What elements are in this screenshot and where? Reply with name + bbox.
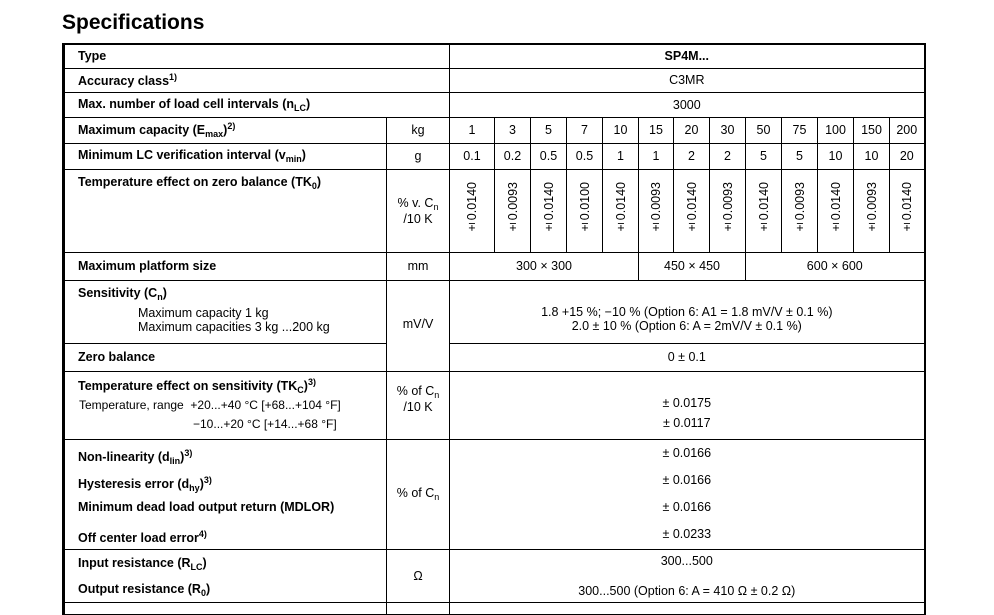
capacity-value: 1	[449, 116, 495, 144]
capacity-value: 15	[638, 116, 674, 144]
tk0-value: ±0.0140	[888, 168, 926, 253]
row-tk0: Temperature effect on zero balance (TK0)…	[63, 168, 926, 253]
capacity-label: Maximum capacity (Emax)2)	[63, 116, 387, 144]
vmin-unit: g	[386, 142, 450, 170]
intervals-label: Max. number of load cell intervals (nLC)	[63, 91, 450, 118]
error-group-values: ± 0.0166 ± 0.0166 ± 0.0166 ± 0.0233	[448, 438, 926, 550]
resistance-values: 300...500 300...500 (Option 6: A = 410 Ω…	[448, 548, 926, 603]
row-vmin: Minimum LC verification interval (vmin) …	[63, 142, 926, 170]
row-accuracy: Accuracy class1) C3MR	[63, 67, 926, 93]
vmin-value: 10	[817, 142, 854, 170]
platform-value: 450 × 450	[638, 251, 746, 281]
sensitivity-value: 1.8 +15 %; −10 % (Option 6: A1 = 1.8 mV/…	[448, 279, 926, 344]
tk0-value: ±0.0100	[566, 168, 603, 253]
capacity-value: 3	[494, 116, 531, 144]
row-resistance: Input resistance (RLC) Output resistance…	[63, 548, 926, 603]
type-value: SP4M...	[448, 43, 926, 69]
sensitivity-unit: mV/V	[386, 279, 450, 372]
page-title: Specifications	[62, 11, 205, 34]
capacity-value: 150	[853, 116, 890, 144]
error-group-unit: % of Cn	[386, 438, 450, 550]
capacity-value: 10	[602, 116, 639, 144]
tk0-value: ±0.0140	[673, 168, 710, 253]
vmin-value: 1	[638, 142, 674, 170]
capacity-value: 7	[566, 116, 603, 144]
vmin-value: 1	[602, 142, 639, 170]
vmin-label: Minimum LC verification interval (vmin)	[63, 142, 387, 170]
accuracy-label: Accuracy class1)	[63, 67, 450, 93]
capacity-value: 5	[530, 116, 567, 144]
platform-label: Maximum platform size	[63, 251, 387, 281]
tk0-label: Temperature effect on zero balance (TK0)	[63, 168, 387, 253]
intervals-value: 3000	[448, 91, 926, 118]
vmin-value: 2	[709, 142, 746, 170]
tk0-value: ±0.0093	[494, 168, 531, 253]
platform-value: 600 × 600	[744, 251, 926, 281]
tkc-unit: % of Cn/10 K	[386, 370, 450, 440]
error-group-labels: Non-linearity (dlin)3) Hysteresis error …	[63, 438, 387, 550]
tk0-unit: % v. Cn/10 K	[386, 168, 450, 253]
platform-unit: mm	[386, 251, 450, 281]
zero-label: Zero balance	[63, 342, 387, 372]
capacity-value: 100	[817, 116, 854, 144]
tk0-value: ±0.0140	[602, 168, 639, 253]
tk0-value: ±0.0140	[449, 168, 495, 253]
vmin-value: 2	[673, 142, 710, 170]
capacity-unit: kg	[386, 116, 450, 144]
row-error-group: Non-linearity (dlin)3) Hysteresis error …	[63, 438, 926, 550]
tk0-value: ±0.0093	[709, 168, 746, 253]
capacity-value: 30	[709, 116, 746, 144]
capacity-value: 200	[888, 116, 926, 144]
tk0-value: ±0.0140	[745, 168, 782, 253]
tk0-value: ±0.0093	[638, 168, 674, 253]
row-type: Type SP4M...	[63, 43, 926, 69]
sensitivity-label: Sensitivity (Cn) Maximum capacity 1 kg M…	[63, 279, 387, 344]
sensitivity-line-2: Maximum capacities 3 kg ...200 kg	[138, 319, 330, 334]
accuracy-value: C3MR	[448, 67, 926, 93]
capacity-value: 75	[781, 116, 818, 144]
row-capacity: Maximum capacity (Emax)2) kg 1 3 5 7 10 15 20 3…	[63, 116, 926, 144]
vmin-value: 0.2	[494, 142, 531, 170]
capacity-value: 50	[745, 116, 782, 144]
zero-value: 0 ± 0.1	[448, 342, 926, 372]
tk0-value: ±0.0140	[530, 168, 567, 253]
vmin-value: 5	[745, 142, 782, 170]
resistance-labels: Input resistance (RLC) Output resistance…	[63, 548, 387, 603]
row-tkc: Temperature effect on sensitivity (TKC)3…	[63, 370, 926, 440]
sensitivity-line-1: Maximum capacity 1 kg	[138, 305, 269, 320]
platform-value: 300 × 300	[449, 251, 639, 281]
row-intervals: Max. number of load cell intervals (nLC)…	[63, 91, 926, 118]
row-next	[63, 601, 926, 615]
vmin-value: 5	[781, 142, 818, 170]
tk0-value: ±0.0093	[781, 168, 818, 253]
capacity-value: 20	[673, 116, 710, 144]
vmin-value: 10	[853, 142, 890, 170]
row-zero: Zero balance 0 ± 0.1	[63, 342, 926, 372]
specifications-table: Type SP4M... Accuracy class1) C3MR Max. …	[62, 43, 926, 615]
row-sensitivity: Sensitivity (Cn) Maximum capacity 1 kg M…	[63, 279, 926, 372]
vmin-value: 20	[888, 142, 926, 170]
vmin-value: 0.5	[566, 142, 603, 170]
tkc-label: Temperature effect on sensitivity (TKC)3…	[63, 370, 387, 440]
tk0-value: ±0.0093	[853, 168, 890, 253]
resistance-unit: Ω	[386, 548, 450, 603]
tk0-value: ±0.0140	[817, 168, 854, 253]
row-platform: Maximum platform size mm 300 × 300 450 ×…	[63, 251, 926, 281]
vmin-value: 0.5	[530, 142, 567, 170]
vmin-value: 0.1	[449, 142, 495, 170]
type-label: Type	[63, 43, 450, 69]
tkc-value: ± 0.0175 ± 0.0117	[448, 370, 926, 440]
